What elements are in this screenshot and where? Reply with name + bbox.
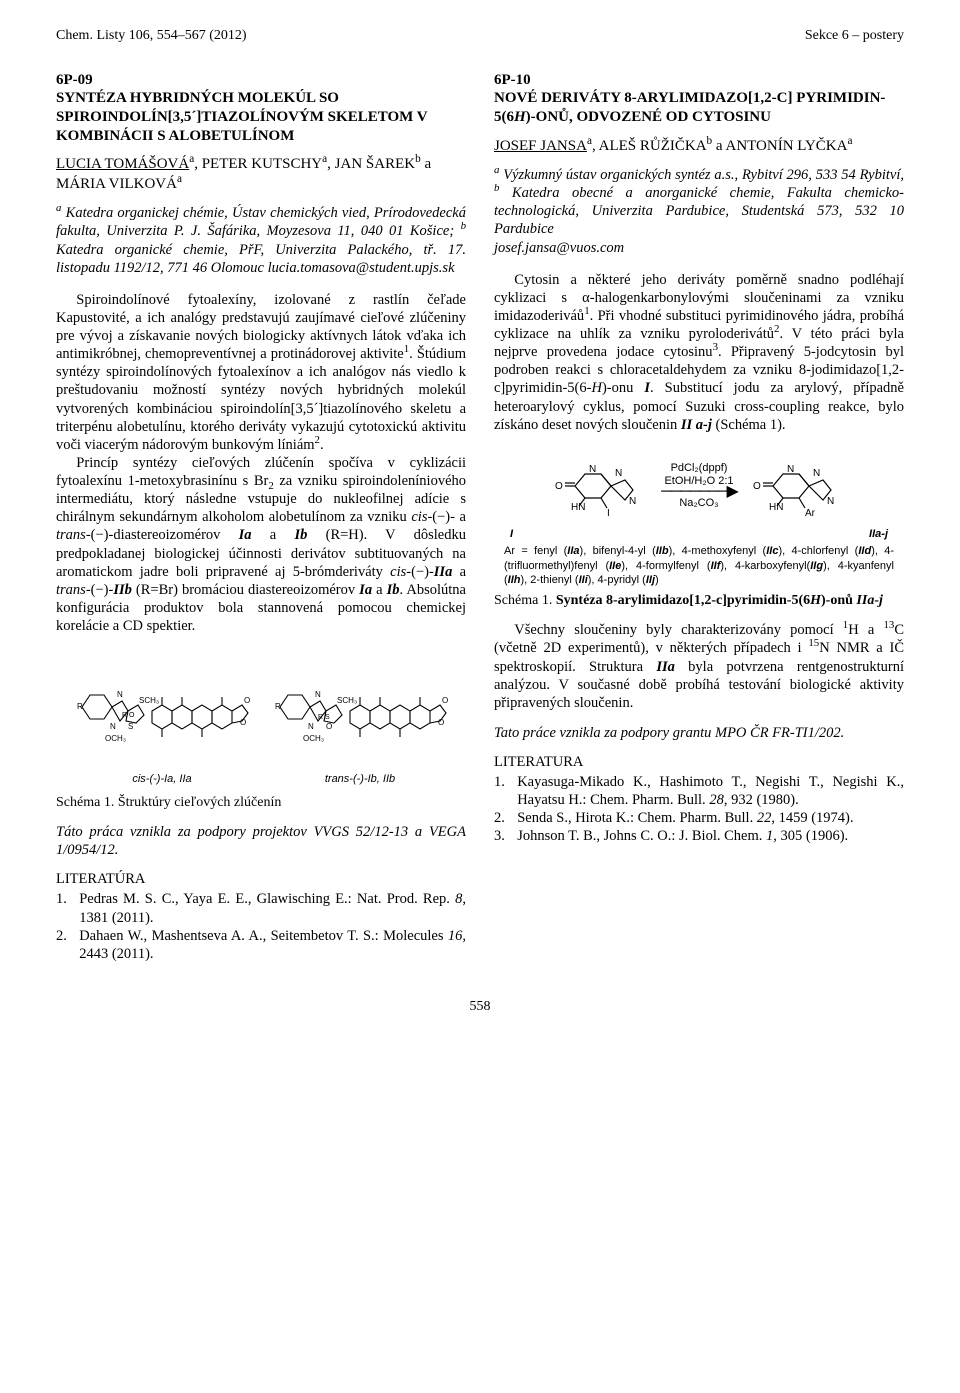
structure-label-a: cis-(-)-Ia, IIa: [72, 773, 252, 785]
reaction-arrow-icon: ───────▶: [661, 487, 737, 497]
references-heading-right: LITERATURA: [494, 754, 904, 771]
scheme-caption-text: Schéma 1. Štruktúry cieľových zlúčenín: [56, 795, 281, 810]
page: Chem. Listy 106, 554–567 (2012) Sekce 6 …: [0, 0, 960, 1055]
reference-text: Johnson T. B., Johns C. O.: J. Biol. Che…: [517, 827, 904, 845]
affiliation-left: a Katedra organickej chémie, Ústav chemi…: [56, 204, 466, 277]
svg-text:I: I: [607, 508, 610, 519]
reference-number: 2.: [56, 927, 79, 963]
references-heading-left: LITERATÚRA: [56, 871, 466, 888]
svg-text:R: R: [77, 702, 83, 711]
reference-item: 3. Johnson T. B., Johns C. O.: J. Biol. …: [494, 827, 904, 845]
reference-number: 1.: [494, 773, 517, 809]
authors-left: LUCIA TOMÁŠOVÁa, PETER KUTSCHYa, JAN ŠAR…: [56, 155, 466, 194]
structure-trans-icon: R N SCH₃ R S N O OCH₃: [270, 649, 450, 769]
authors-right: JOSEF JANSAa, ALEŠ RŮŽIČKAb a ANTONÍN LY…: [494, 137, 904, 157]
reference-number: 3.: [494, 827, 517, 845]
svg-text:O: O: [240, 718, 246, 727]
reactant-structure-icon: O N N N HN I: [545, 446, 655, 526]
svg-text:O: O: [438, 718, 444, 727]
body-para: Spiroindolínové fytoalexíny, izolované z…: [56, 291, 466, 454]
reagent-line: Na₂CO₃: [679, 497, 718, 510]
svg-text:SCH₃: SCH₃: [139, 696, 159, 705]
abstract-id-left: 6P-09: [56, 72, 466, 89]
page-number: 558: [56, 999, 904, 1015]
abstract-id-right: 6P-10: [494, 72, 904, 89]
abstract-title-left: SYNTÉZA HYBRIDNÝCH MOLEKÚL SO SPIROINDOL…: [56, 89, 466, 145]
reference-number: 2.: [494, 809, 517, 827]
svg-text:N: N: [315, 690, 321, 699]
reference-item: 1. Pedras M. S. C., Yaya E. E., Glawisch…: [56, 890, 466, 926]
svg-text:N: N: [629, 496, 636, 507]
reference-text: Dahaen W., Mashentseva A. A., Seitembeto…: [79, 927, 466, 963]
svg-text:N: N: [308, 722, 314, 731]
left-column: 6P-09 SYNTÉZA HYBRIDNÝCH MOLEKÚL SO SPIR…: [56, 72, 466, 963]
reaction-scheme-inner: O N N N HN I PdCl₂(dppf) EtOH/: [494, 446, 904, 588]
svg-text:O: O: [753, 481, 761, 492]
svg-text:Ar: Ar: [805, 508, 816, 519]
reference-item: 1. Kayasuga-Mikado K., Hashimoto T., Neg…: [494, 773, 904, 809]
svg-text:O: O: [442, 696, 448, 705]
reaction-legend: Ar = fenyl (IIa), bifenyl-4-yl (IIb), 4-…: [494, 540, 904, 587]
structure-label-b: trans-(-)-Ib, IIb: [270, 773, 450, 785]
svg-text:R: R: [275, 702, 281, 711]
product-label: IIa-j: [869, 528, 888, 541]
reference-number: 1.: [56, 890, 79, 926]
header-right: Sekce 6 – postery: [805, 28, 904, 44]
svg-text:N: N: [615, 468, 622, 479]
running-header: Chem. Listy 106, 554–567 (2012) Sekce 6 …: [56, 28, 904, 44]
svg-text:N: N: [589, 464, 596, 475]
references-right: 1. Kayasuga-Mikado K., Hashimoto T., Neg…: [494, 773, 904, 846]
svg-text:N: N: [813, 468, 820, 479]
reaction-arrow-box: PdCl₂(dppf) EtOH/H₂O 2:1 ───────▶ Na₂CO₃: [661, 462, 737, 510]
svg-text:HN: HN: [571, 502, 585, 513]
affiliation-right: a Výzkumný ústav organických syntéz a.s.…: [494, 166, 904, 257]
reaction-scheme: O N N N HN I PdCl₂(dppf) EtOH/: [494, 446, 904, 588]
reference-text: Kayasuga-Mikado K., Hashimoto T., Negish…: [517, 773, 904, 809]
svg-text:R O: R O: [122, 712, 135, 719]
acknowledgement-right: Tato práce vznikla za podpory grantu MPO…: [494, 724, 904, 742]
svg-text:O: O: [555, 481, 563, 492]
svg-text:O: O: [326, 722, 332, 731]
header-left: Chem. Listy 106, 554–567 (2012): [56, 28, 247, 44]
scheme-caption-left: Schéma 1. Štruktúry cieľových zlúčenín: [56, 795, 466, 811]
reaction-labels: I IIa-j: [494, 528, 904, 541]
right-column: 6P-10 NOVÉ DERIVÁTY 8-ARYLIMIDAZO[1,2-c]…: [494, 72, 904, 963]
svg-text:N: N: [110, 722, 116, 731]
svg-text:R S: R S: [318, 714, 330, 721]
svg-text:N: N: [117, 690, 123, 699]
svg-text:OCH₃: OCH₃: [105, 734, 126, 743]
svg-text:N: N: [827, 496, 834, 507]
svg-text:S: S: [128, 722, 133, 731]
structure-cis-icon: R N SCH₃ S N OCH₃ R O: [72, 649, 252, 769]
body-para: Cytosin a některé jeho deriváty poměrně …: [494, 271, 904, 434]
reagent-line: PdCl₂(dppf): [671, 462, 728, 475]
svg-text:O: O: [244, 696, 250, 705]
references-left: 1. Pedras M. S. C., Yaya E. E., Glawisch…: [56, 890, 466, 963]
reference-text: Pedras M. S. C., Yaya E. E., Glawisching…: [79, 890, 466, 926]
reference-item: 2. Dahaen W., Mashentseva A. A., Seitemb…: [56, 927, 466, 963]
scheme-caption-right: Schéma 1. Syntéza 8-arylimidazo[1,2-c]py…: [494, 593, 904, 609]
svg-text:SCH₃: SCH₃: [337, 696, 357, 705]
reactant-label: I: [510, 528, 513, 541]
acknowledgement-left: Táto práca vznikla za podpory projektov …: [56, 823, 466, 859]
structure-figure: R N SCH₃ S N OCH₃ R O: [56, 649, 466, 769]
product-structure-icon: O N N N HN Ar: [743, 446, 853, 526]
structure-labels: cis-(-)-Ia, IIa trans-(-)-Ib, IIb: [56, 773, 466, 785]
body-para: Všechny sloučeniny byly charakterizovány…: [494, 621, 904, 712]
reaction-row: O N N N HN I PdCl₂(dppf) EtOH/: [494, 446, 904, 526]
reference-item: 2. Senda S., Hirota K.: Chem. Pharm. Bul…: [494, 809, 904, 827]
two-column-layout: 6P-09 SYNTÉZA HYBRIDNÝCH MOLEKÚL SO SPIR…: [56, 72, 904, 963]
svg-text:HN: HN: [769, 502, 783, 513]
abstract-title-right: NOVÉ DERIVÁTY 8-ARYLIMIDAZO[1,2-c] PYRIM…: [494, 89, 904, 127]
reference-text: Senda S., Hirota K.: Chem. Pharm. Bull. …: [517, 809, 904, 827]
svg-text:N: N: [787, 464, 794, 475]
body-para: Princíp syntézy cieľových zlúčenín spočí…: [56, 454, 466, 635]
svg-text:OCH₃: OCH₃: [303, 734, 324, 743]
